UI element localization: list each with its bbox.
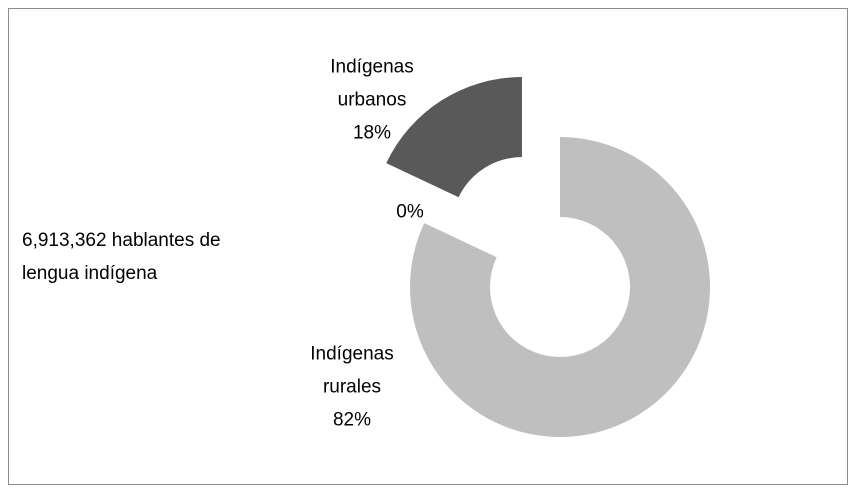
data-label: 0%	[396, 196, 423, 229]
annotation: 6,913,362 hablantes de lengua indígena	[22, 230, 221, 284]
value-label: 18%	[352, 122, 392, 144]
category-label: Indígenas rurales	[310, 343, 394, 398]
value-label: 82%	[332, 409, 372, 431]
donut-slice	[409, 137, 710, 438]
data-label: Indígenas urbanos 18%	[307, 51, 437, 150]
value-label: 0%	[396, 201, 424, 223]
data-label: Indígenas rurales 82%	[287, 338, 417, 437]
category-label: Indígenas urbanos	[330, 56, 414, 111]
donut-slice	[386, 77, 522, 198]
